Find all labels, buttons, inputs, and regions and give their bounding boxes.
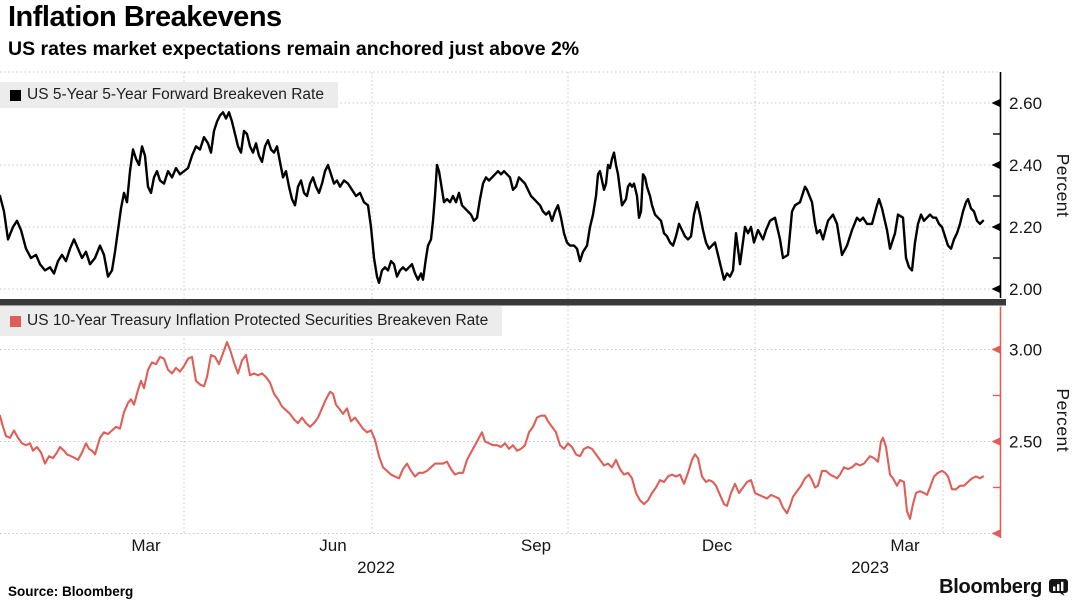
y-tick-label: 3.00 bbox=[1009, 341, 1042, 360]
bloomberg-terminal-icon bbox=[1049, 579, 1068, 596]
x-month-label: Mar bbox=[131, 536, 161, 555]
x-year-label: 2023 bbox=[851, 558, 889, 577]
axis-arrow-tick-icon bbox=[991, 345, 1001, 354]
y-tick-label: 2.00 bbox=[1009, 280, 1042, 299]
y-tick-label: 2.50 bbox=[1009, 433, 1042, 452]
legend-swatch-red-icon bbox=[10, 315, 21, 327]
y-tick-label: 2.60 bbox=[1009, 94, 1042, 113]
x-month-label: Mar bbox=[890, 536, 920, 555]
chart-subtitle: US rates market expectations remain anch… bbox=[8, 38, 580, 60]
panel-separator bbox=[0, 299, 1006, 306]
axis-arrow-tick-icon bbox=[991, 284, 1001, 294]
x-year-label: 2022 bbox=[357, 558, 395, 577]
y-tick-label: 2.20 bbox=[1009, 218, 1042, 237]
axis-arrow-tick-icon bbox=[991, 160, 1001, 170]
bloomberg-wordmark: Bloomberg bbox=[939, 576, 1042, 598]
y-tick-label: 2.40 bbox=[1009, 156, 1042, 175]
legend-bottom-series: US 10-Year Treasury Inflation Protected … bbox=[0, 306, 503, 336]
top-series-line bbox=[0, 111, 985, 284]
axis-arrow-tick-icon bbox=[991, 98, 1001, 108]
axis-arrow-tick-icon bbox=[991, 529, 1001, 538]
bloomberg-logo: Bloomberg bbox=[939, 576, 1068, 599]
legend-swatch-black-icon bbox=[10, 89, 21, 101]
legend-label: US 10-Year Treasury Inflation Protected … bbox=[27, 312, 489, 329]
y-axis-title: Percent bbox=[1053, 388, 1073, 452]
y-axis-title: Percent bbox=[1053, 154, 1073, 218]
source-credit: Source: Bloomberg bbox=[8, 584, 134, 599]
axis-arrow-tick-icon bbox=[991, 222, 1001, 232]
legend-label: US 5-Year 5-Year Forward Breakeven Rate bbox=[27, 86, 324, 103]
x-month-label: Jun bbox=[319, 536, 346, 555]
bottom-series-line bbox=[0, 341, 985, 520]
x-month-label: Sep bbox=[521, 536, 551, 555]
x-month-label: Dec bbox=[702, 536, 733, 555]
legend-top-series: US 5-Year 5-Year Forward Breakeven Rate bbox=[0, 82, 338, 108]
axis-arrow-tick-icon bbox=[991, 437, 1001, 446]
page-title: Inflation Breakevens bbox=[8, 1, 282, 33]
